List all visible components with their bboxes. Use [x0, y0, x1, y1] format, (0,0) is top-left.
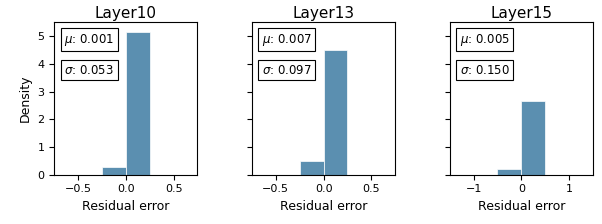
Y-axis label: Density: Density [19, 75, 32, 122]
Title: Layer15: Layer15 [490, 6, 552, 21]
X-axis label: Residual error: Residual error [477, 200, 565, 213]
Text: $\mu$: 0.001: $\mu$: 0.001 [64, 32, 114, 47]
Text: $\mu$: 0.007: $\mu$: 0.007 [262, 32, 312, 47]
Bar [497, 169, 521, 175]
Text: $\sigma$: 0.097: $\sigma$: 0.097 [262, 64, 312, 77]
Text: $\sigma$: 0.053: $\sigma$: 0.053 [64, 64, 114, 77]
Bar [521, 101, 545, 175]
Bar [102, 167, 126, 175]
X-axis label: Residual error: Residual error [280, 200, 367, 213]
Title: Layer10: Layer10 [95, 6, 157, 21]
Text: $\sigma$: 0.150: $\sigma$: 0.150 [460, 64, 510, 77]
Bar [300, 161, 324, 175]
X-axis label: Residual error: Residual error [82, 200, 170, 213]
Text: $\mu$: 0.005: $\mu$: 0.005 [460, 32, 509, 47]
Bar [126, 32, 150, 175]
Bar [324, 50, 347, 175]
Title: Layer13: Layer13 [293, 6, 355, 21]
